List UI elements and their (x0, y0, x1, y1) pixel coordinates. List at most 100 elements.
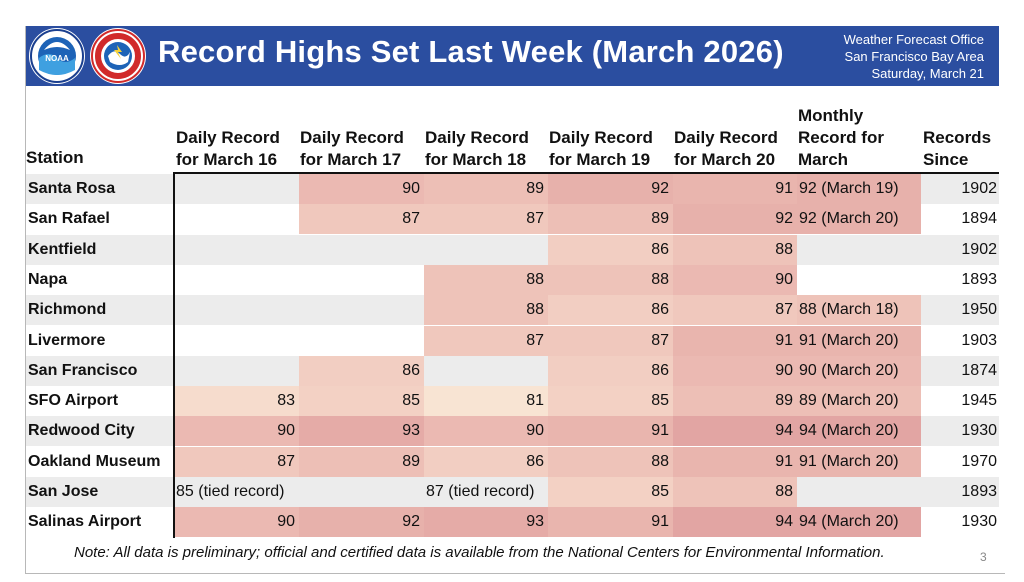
monthly-record (797, 477, 921, 507)
daily-record-cell: 88 (424, 264, 548, 295)
daily-record-cell: 92 (299, 507, 424, 538)
daily-record-cell: 87 (673, 295, 797, 326)
daily-record-cell: 86 (299, 355, 424, 386)
station-name: San Francisco (28, 361, 138, 379)
table-divider (173, 172, 999, 174)
records-since: 1970 (961, 452, 997, 470)
daily-record-cell (424, 235, 548, 265)
column-header: Daily Record for March 20 (674, 128, 778, 169)
station-name: Salinas Airport (28, 513, 142, 531)
records-since: 1950 (961, 301, 997, 319)
records-since: 1893 (961, 483, 997, 500)
row-stripe (26, 234, 999, 265)
daily-record-cell (424, 356, 548, 386)
daily-record-cell: 86 (548, 295, 673, 326)
nws-logo-icon (90, 28, 146, 84)
daily-record-cell: 86 (548, 355, 673, 386)
monthly-record: 94 (March 20) (797, 416, 921, 447)
title-banner: NOAA Record Highs Set Last Week (March 2… (26, 26, 999, 86)
monthly-record (797, 235, 921, 265)
slide-border (25, 573, 1005, 574)
station-name: San Jose (28, 483, 99, 500)
daily-record-cell: 94 (673, 507, 797, 538)
daily-record-cell: 91 (548, 507, 673, 538)
station-name: Napa (28, 270, 68, 288)
daily-record-cell (299, 265, 424, 295)
daily-record-cell: 83 (174, 386, 299, 417)
daily-record-cell: 89 (673, 386, 797, 417)
daily-record-cell: 90 (673, 264, 797, 295)
noaa-logo-icon: NOAA (29, 28, 85, 84)
daily-record-cell: 94 (673, 416, 797, 447)
records-since: 1902 (961, 180, 997, 197)
daily-record-cell (174, 326, 299, 356)
column-header: Daily Record for March 16 (176, 128, 280, 169)
svg-text:NOAA: NOAA (45, 54, 69, 63)
column-header: Daily Record for March 19 (549, 128, 653, 169)
daily-record-cell: 87 (548, 325, 673, 356)
station-name: San Rafael (28, 210, 110, 228)
slide-border (25, 26, 26, 574)
office-area: San Francisco Bay Area (844, 49, 984, 64)
daily-record-cell: 87 (tied record) (426, 483, 535, 500)
monthly-record: 90 (March 20) (797, 355, 921, 386)
daily-record-cell (299, 326, 424, 356)
station-name: Redwood City (28, 422, 135, 440)
daily-record-cell: 92 (548, 174, 673, 204)
daily-record-cell: 88 (673, 234, 797, 265)
daily-record-cell: 89 (548, 204, 673, 235)
footnote: Note: All data is preliminary; official … (74, 544, 885, 561)
daily-record-cell: 81 (424, 386, 548, 417)
monthly-record: 89 (March 20) (797, 386, 921, 417)
daily-record-cell: 88 (673, 477, 797, 507)
monthly-record: 91 (March 20) (797, 325, 921, 356)
station-name: Santa Rosa (28, 180, 116, 197)
daily-record-cell: 88 (548, 446, 673, 477)
daily-record-cell (174, 235, 299, 265)
monthly-record: 92 (March 20) (797, 204, 921, 235)
daily-record-cell: 88 (548, 264, 673, 295)
column-header: Station (26, 148, 84, 167)
daily-record-cell: 90 (174, 507, 299, 538)
daily-record-cell (174, 356, 299, 386)
station-name: Oakland Museum (28, 452, 161, 470)
station-name: Kentfield (28, 240, 97, 258)
daily-record-cell (174, 204, 299, 234)
daily-record-cell: 91 (673, 174, 797, 204)
daily-record-cell: 88 (424, 295, 548, 326)
column-header: Daily Record for March 18 (425, 128, 529, 169)
column-header: Daily Record for March 17 (300, 128, 404, 169)
records-since: 1945 (961, 392, 997, 410)
daily-record-cell: 87 (424, 204, 548, 235)
records-since: 1894 (961, 210, 997, 228)
page-title: Record Highs Set Last Week (March 2026) (158, 34, 784, 69)
daily-record-cell: 87 (424, 325, 548, 356)
daily-record-cell: 93 (424, 507, 548, 538)
monthly-record: 88 (March 18) (797, 295, 921, 326)
daily-record-cell: 85 (299, 386, 424, 417)
daily-record-cell (299, 235, 424, 265)
daily-record-cell: 92 (673, 204, 797, 235)
daily-record-cell: 90 (299, 174, 424, 204)
daily-record-cell (299, 295, 424, 325)
station-name: Richmond (28, 301, 107, 319)
records-since: 1903 (961, 331, 997, 349)
daily-record-cell: 85 (548, 386, 673, 417)
station-name: Livermore (28, 331, 106, 349)
daily-record-cell: 91 (673, 325, 797, 356)
records-since: 1874 (961, 361, 997, 379)
daily-record-cell: 85 (548, 477, 673, 507)
daily-record-cell: 86 (548, 234, 673, 265)
table-divider (173, 174, 175, 538)
monthly-record (797, 265, 921, 295)
daily-record-cell (299, 477, 424, 507)
daily-record-cell: 91 (548, 416, 673, 447)
page-number: 3 (980, 550, 987, 564)
station-name: SFO Airport (28, 392, 119, 410)
office-name: Weather Forecast Office (843, 32, 984, 47)
monthly-record: 92 (March 19) (797, 174, 921, 204)
office-info: Weather Forecast Office San Francisco Ba… (844, 31, 984, 82)
records-since: 1930 (961, 422, 997, 440)
records-since: 1902 (961, 240, 997, 258)
records-since: 1930 (961, 513, 997, 531)
